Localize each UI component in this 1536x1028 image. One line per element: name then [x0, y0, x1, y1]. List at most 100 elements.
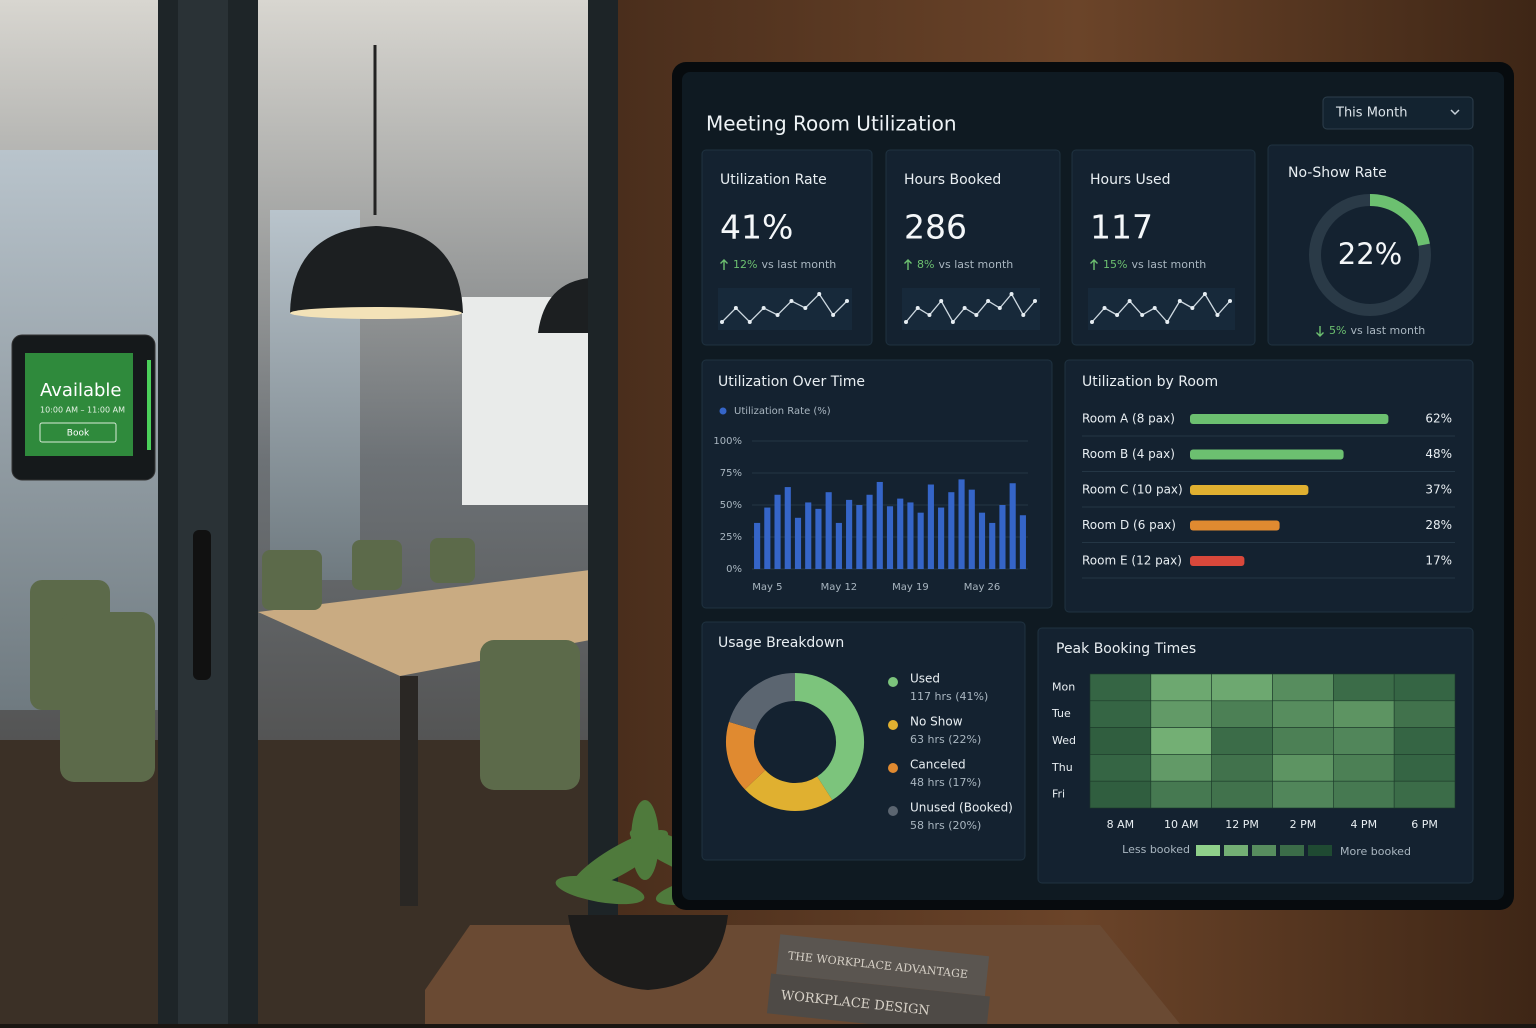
bar — [856, 505, 863, 569]
room-label: Room D (6 pax) — [1082, 518, 1176, 532]
bar — [938, 507, 945, 569]
sparkline-point — [962, 306, 967, 310]
legend-label: Unused (Booked) — [910, 801, 1013, 815]
sparkline-point — [747, 320, 752, 324]
room-label: Room B (4 pax) — [1082, 447, 1175, 461]
heat-cell — [1089, 780, 1152, 809]
bar — [978, 512, 986, 569]
row-label: Thu — [1051, 761, 1073, 774]
bar — [886, 506, 894, 569]
donut-segment — [726, 721, 766, 790]
x-tick-label: May 19 — [892, 582, 929, 593]
sparkline-point — [761, 306, 766, 310]
legend-swatch — [1224, 845, 1248, 856]
sparkline-point — [1215, 313, 1220, 317]
sparkline-point — [803, 306, 808, 310]
room-value: 28% — [1425, 518, 1452, 532]
heat-cell — [1150, 700, 1212, 728]
room-value: 48% — [1425, 447, 1452, 461]
period-select[interactable] — [1322, 96, 1474, 130]
sparkline-point — [927, 313, 932, 317]
legend-swatch — [888, 806, 898, 816]
kpi-change: 12% — [733, 258, 757, 271]
bar — [846, 499, 853, 569]
sparkline-point — [1202, 292, 1207, 296]
bar — [1009, 483, 1016, 569]
sparkline-bg — [1088, 288, 1235, 330]
room-bar — [1190, 485, 1309, 495]
book-button-label[interactable]: Book — [67, 429, 90, 439]
heat-cell — [1333, 700, 1395, 728]
bar — [794, 517, 802, 569]
room-value: 37% — [1425, 483, 1452, 497]
legend-detail: 58 hrs (20%) — [910, 819, 981, 832]
y-tick-label: 25% — [720, 532, 742, 543]
kpi-change: 5% — [1329, 324, 1346, 337]
sparkline-point — [831, 313, 836, 317]
bar — [784, 487, 791, 569]
sparkline-point — [950, 320, 955, 324]
dashboard-title: Meeting Room Utilization — [706, 112, 957, 136]
door-frame — [178, 0, 228, 1024]
heat-cell — [1333, 727, 1395, 755]
legend-swatch — [719, 407, 727, 415]
y-tick-label: 0% — [726, 564, 742, 575]
kpi-compare: vs last month — [938, 258, 1013, 271]
legend-swatch — [1252, 845, 1276, 856]
sparkline-point — [986, 299, 991, 303]
sparkline-point — [1228, 299, 1232, 303]
bar — [927, 484, 934, 569]
door-handle — [193, 530, 211, 680]
room-value: 17% — [1425, 554, 1452, 568]
heat-cell — [1150, 727, 1212, 755]
bar — [866, 494, 873, 569]
kpi-compare: vs last month — [761, 258, 836, 271]
gauge-arc — [1369, 194, 1430, 247]
room-value: 62% — [1425, 412, 1452, 426]
heat-cell — [1089, 754, 1152, 782]
book-button[interactable] — [39, 422, 117, 443]
donut-segment — [794, 673, 864, 801]
heat-cell — [1272, 700, 1334, 728]
row-label: Tue — [1051, 707, 1071, 720]
kpi-change: 8% — [917, 258, 934, 271]
bar — [948, 492, 955, 569]
legend-high: More booked — [1340, 845, 1411, 858]
heat-cell — [1333, 780, 1395, 809]
bar — [1019, 515, 1026, 569]
bar — [958, 479, 965, 569]
room-bar — [1190, 556, 1245, 566]
heat-cell — [1150, 754, 1212, 782]
bar — [764, 507, 771, 569]
heat-cell — [1393, 700, 1456, 728]
kpi-value: 117 — [1090, 208, 1153, 247]
column-label: 8 AM — [1107, 818, 1135, 831]
bar — [897, 498, 904, 569]
legend-detail: 117 hrs (41%) — [910, 690, 988, 703]
plant-pot — [568, 915, 728, 990]
legend-label: Canceled — [910, 758, 966, 772]
room-label: Room A (8 pax) — [1082, 412, 1175, 426]
lamp-light — [290, 307, 462, 319]
sparkline-point — [1021, 313, 1026, 317]
dropdown-chevron[interactable] — [1450, 109, 1460, 116]
kpi-compare: vs last month — [1350, 324, 1425, 337]
kpi-value: 41% — [720, 208, 793, 247]
tablet-screen — [25, 353, 133, 456]
kpi-label: No-Show Rate — [1288, 165, 1387, 181]
kpi-change: 15% — [1103, 258, 1127, 271]
legend-label: No Show — [910, 715, 963, 729]
room-status: Available — [40, 380, 121, 401]
chairs — [30, 538, 580, 790]
period-select-label[interactable]: This Month — [1335, 106, 1407, 121]
trend-arrow — [904, 259, 912, 270]
gauge-value: 22% — [1338, 237, 1402, 271]
sparkline-point — [939, 299, 944, 303]
booking-time: 10:00 AM – 11:00 AM — [40, 406, 125, 415]
sparkline-point — [720, 320, 724, 324]
sparkline-point — [733, 306, 738, 310]
room-label: Room C (10 pax) — [1082, 483, 1183, 497]
chart-title: Utilization Over Time — [718, 374, 865, 390]
status-light — [147, 360, 151, 450]
x-tick-label: May 12 — [821, 582, 858, 593]
